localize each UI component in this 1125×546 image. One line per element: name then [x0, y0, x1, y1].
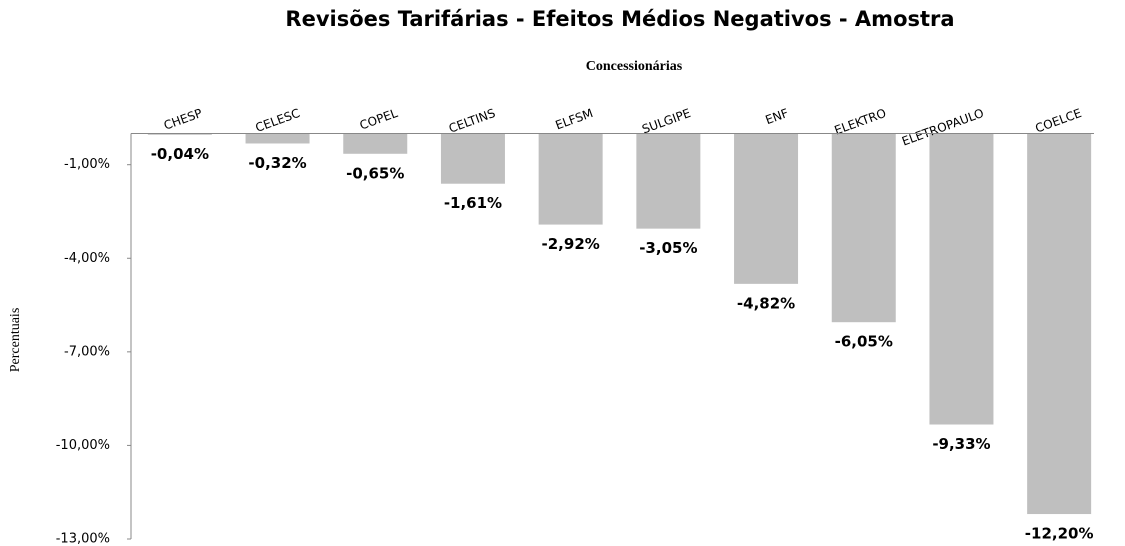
- x-tick-label: ELFSM: [553, 106, 594, 132]
- x-tick-label: COPEL: [358, 106, 400, 133]
- value-label: -12,20%: [1025, 525, 1094, 543]
- value-label: -0,65%: [346, 164, 404, 182]
- x-tick-label: CHESP: [162, 106, 204, 133]
- x-tick-label: ELEKTRO: [833, 106, 888, 138]
- value-label: -3,05%: [639, 239, 697, 257]
- x-tick-label: COELCE: [1033, 106, 1083, 136]
- value-label: -9,33%: [932, 435, 990, 453]
- bar: [147, 133, 212, 135]
- bar: [343, 133, 408, 154]
- value-label: -2,92%: [542, 235, 600, 253]
- bar: [831, 133, 896, 323]
- y-tick-label: -10,00%: [56, 438, 110, 453]
- chart-title: Revisões Tarifárias - Efeitos Médios Neg…: [285, 7, 954, 31]
- x-tick-label: CELTINS: [447, 106, 497, 136]
- bar: [245, 133, 310, 144]
- value-label: -0,04%: [151, 145, 209, 163]
- bar: [929, 133, 994, 425]
- x-tick-label: CELESC: [254, 106, 302, 135]
- y-tick-label: -4,00%: [64, 251, 110, 266]
- bar: [440, 133, 505, 184]
- bar: [1027, 133, 1092, 515]
- y-tick-label: -7,00%: [64, 344, 110, 359]
- x-axis-label: Concessionárias: [586, 59, 683, 74]
- y-axis-label: Percentuais: [8, 308, 23, 373]
- bar: [538, 133, 603, 225]
- value-label: -4,82%: [737, 294, 795, 312]
- bar: [734, 133, 799, 284]
- x-tick-label: ENF: [763, 106, 790, 127]
- bar: [636, 133, 701, 229]
- y-tick-label: -1,00%: [64, 157, 110, 172]
- value-label: -0,32%: [248, 154, 306, 172]
- x-tick-label: SULGIPE: [640, 106, 692, 137]
- value-label: -6,05%: [835, 333, 893, 351]
- value-label: -1,61%: [444, 194, 502, 212]
- y-tick-label: -13,00%: [56, 532, 110, 546]
